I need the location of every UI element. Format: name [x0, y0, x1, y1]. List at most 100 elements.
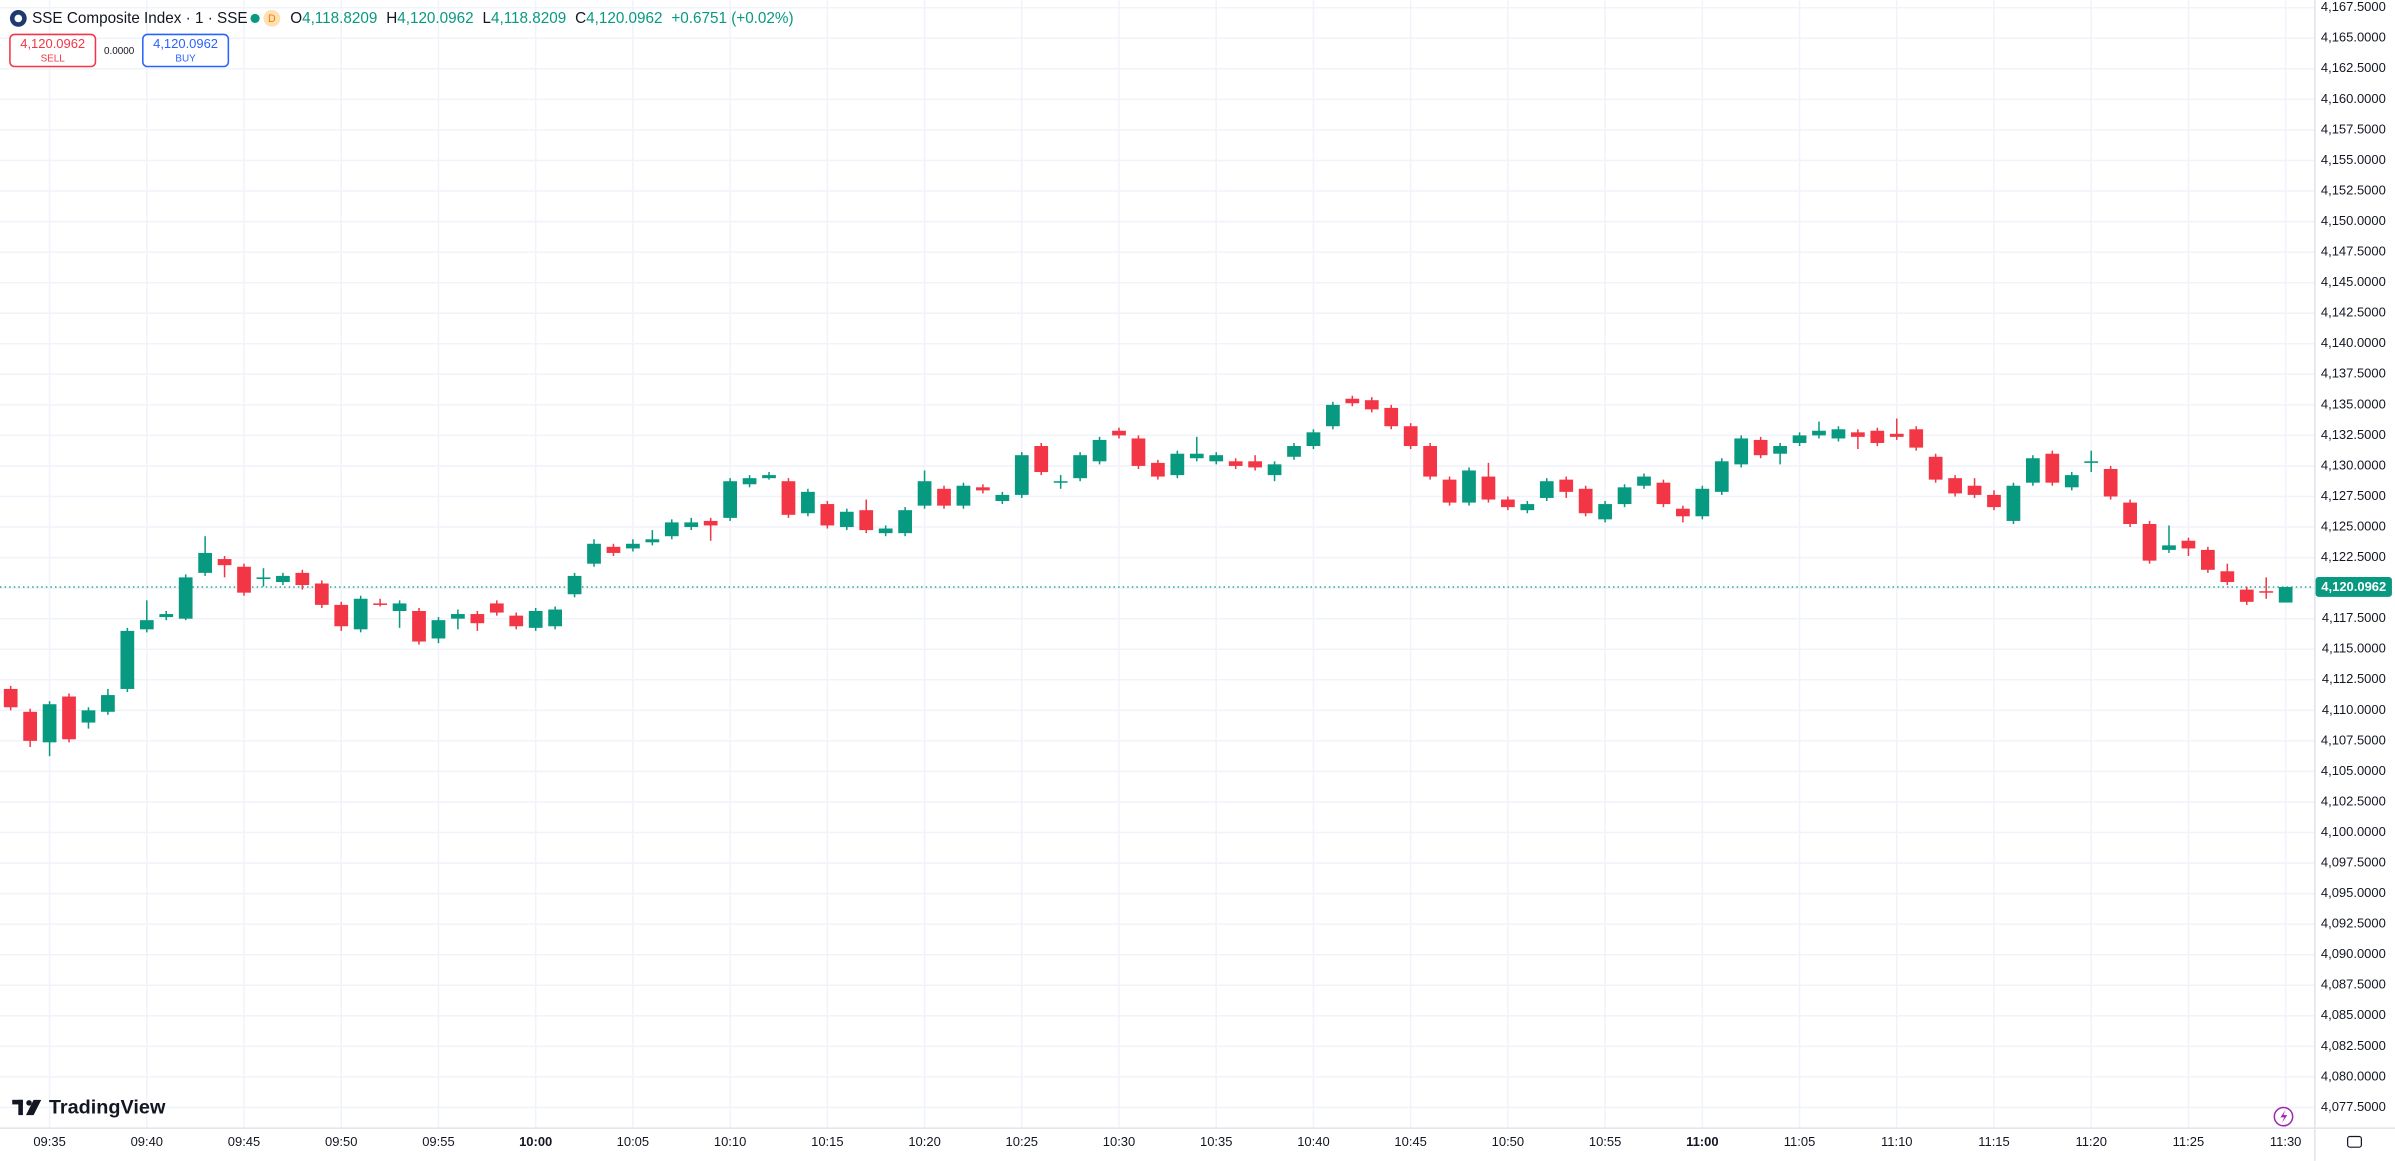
candle-body	[723, 481, 737, 518]
candle-body	[2045, 453, 2060, 483]
x-tick-label: 10:20	[908, 1134, 940, 1149]
symbol-icon-inner	[14, 14, 23, 23]
candle-body	[2259, 591, 2274, 593]
candle-body	[839, 511, 854, 528]
x-tick-label: 09:35	[33, 1134, 65, 1149]
y-tick-label: 4,145.0000	[2321, 274, 2386, 289]
lightning-circle[interactable]	[2273, 1106, 2294, 1127]
y-tick-label: 4,132.5000	[2321, 427, 2386, 442]
ohlc-value: 4,118.8209	[302, 10, 377, 27]
candle-body	[489, 603, 504, 613]
x-tick-label: 11:00	[1686, 1134, 1718, 1149]
candle-body	[1539, 481, 1554, 498]
y-tick-label: 4,100.0000	[2321, 824, 2386, 839]
brand-name[interactable]: TradingView	[49, 1096, 166, 1118]
sell-label[interactable]: SELL	[41, 54, 66, 65]
x-tick-label: 11:20	[2075, 1134, 2107, 1149]
x-tick-label: 09:55	[422, 1134, 454, 1149]
last-price-label: 4,120.0962	[2321, 579, 2386, 594]
candle-body	[1617, 487, 1632, 505]
sell-button[interactable]: 4,120.0962 SELL	[9, 33, 97, 68]
candle-body	[1170, 453, 1185, 476]
x-tick-label: 09:40	[131, 1134, 163, 1149]
y-tick-label: 4,137.5000	[2321, 366, 2386, 381]
candle-body	[684, 522, 699, 528]
candle-body	[256, 577, 271, 579]
y-tick-label: 4,160.0000	[2321, 91, 2386, 106]
buy-label[interactable]: BUY	[175, 54, 196, 65]
y-tick-label: 4,127.5000	[2321, 488, 2386, 503]
candle-body	[801, 491, 815, 514]
x-tick-label: 10:40	[1297, 1134, 1329, 1149]
candle-body	[1928, 456, 1943, 480]
symbol-header: SSE Composite Index · 1 · SSE D O4,118.8…	[9, 10, 794, 27]
candle-body	[353, 598, 368, 630]
x-tick-label: 10:55	[1589, 1134, 1621, 1149]
ohlc-legend: O4,118.8209 H4,120.0962 L4,118.8209 C4,1…	[290, 10, 793, 27]
ohlc-key: H	[386, 10, 397, 27]
logo-part[interactable]	[25, 1099, 42, 1116]
buy-button[interactable]: 4,120.0962 BUY	[142, 33, 230, 68]
candle-body	[1384, 407, 1399, 427]
ohlc-value: 4,120.0962	[397, 10, 473, 27]
candle-body	[2064, 475, 2079, 488]
lightning-icon[interactable]	[2280, 1110, 2288, 1123]
y-tick-label: 4,112.5000	[2322, 671, 2386, 686]
candle-body	[976, 487, 990, 491]
logo-part[interactable]	[18, 1099, 23, 1116]
y-tick-label: 4,107.5000	[2321, 732, 2386, 747]
logo-part[interactable]	[26, 1100, 32, 1106]
brand-logo[interactable]: TradingView	[12, 1096, 166, 1118]
candle-body	[334, 604, 349, 627]
spread: 0.0000	[104, 46, 135, 57]
buy-box[interactable]	[142, 33, 230, 68]
y-tick-label: 4,110.0000	[2322, 702, 2386, 717]
candle-body	[606, 546, 621, 553]
y-tick-label: 4,150.0000	[2321, 213, 2386, 228]
buy-price[interactable]: 4,120.0962	[153, 36, 218, 51]
axes: 4,077.5000 4,080.0000 4,082.5000 4,085.0000…	[33, 0, 2392, 1149]
grid	[0, 0, 2315, 1128]
x-tick-label: 10:30	[1103, 1134, 1135, 1149]
x-tick-label: 11:05	[1784, 1134, 1815, 1149]
candle-body	[1345, 398, 1360, 404]
candle-body	[1287, 446, 1301, 457]
logo-part[interactable]	[12, 1099, 23, 1105]
candle-body	[587, 543, 601, 564]
x-tick-label: 10:25	[1006, 1134, 1038, 1149]
candle-body	[548, 609, 563, 627]
candle-body	[1364, 400, 1379, 410]
sell-price[interactable]: 4,120.0962	[20, 36, 85, 51]
candle-body	[2278, 586, 2293, 603]
x-tick-label: 09:45	[228, 1134, 260, 1149]
candle-body	[1637, 476, 1651, 486]
candle-body	[703, 520, 718, 526]
settings-icon[interactable]	[2347, 1135, 2363, 1148]
y-tick-label: 4,167.5000	[2321, 0, 2386, 14]
candle-body	[62, 696, 76, 740]
y-tick-label: 4,135.0000	[2321, 396, 2386, 411]
ohlc-key: O	[290, 10, 302, 27]
candle-body	[373, 603, 388, 605]
candle-body	[2103, 468, 2118, 497]
candle-body	[1909, 429, 1924, 448]
settings-button[interactable]	[2347, 1135, 2363, 1148]
candle-body	[509, 615, 524, 627]
candle-body	[820, 504, 835, 526]
candle-body	[781, 481, 796, 515]
candle-body	[2239, 589, 2254, 602]
ohlc-key: C	[575, 10, 586, 27]
candle-body	[81, 710, 96, 723]
candle-body	[742, 478, 757, 485]
change: +0.6751 (+0.02%)	[671, 10, 793, 27]
x-tick-label: 09:50	[325, 1134, 357, 1149]
sell-box[interactable]	[9, 33, 97, 68]
candle-body	[276, 575, 290, 583]
y-tick-label: 4,092.5000	[2321, 916, 2386, 931]
candle-body	[23, 711, 38, 741]
y-tick-label: 4,082.5000	[2321, 1038, 2386, 1053]
lightning-button[interactable]	[2273, 1106, 2294, 1127]
y-tick-label: 4,130.0000	[2321, 457, 2386, 472]
